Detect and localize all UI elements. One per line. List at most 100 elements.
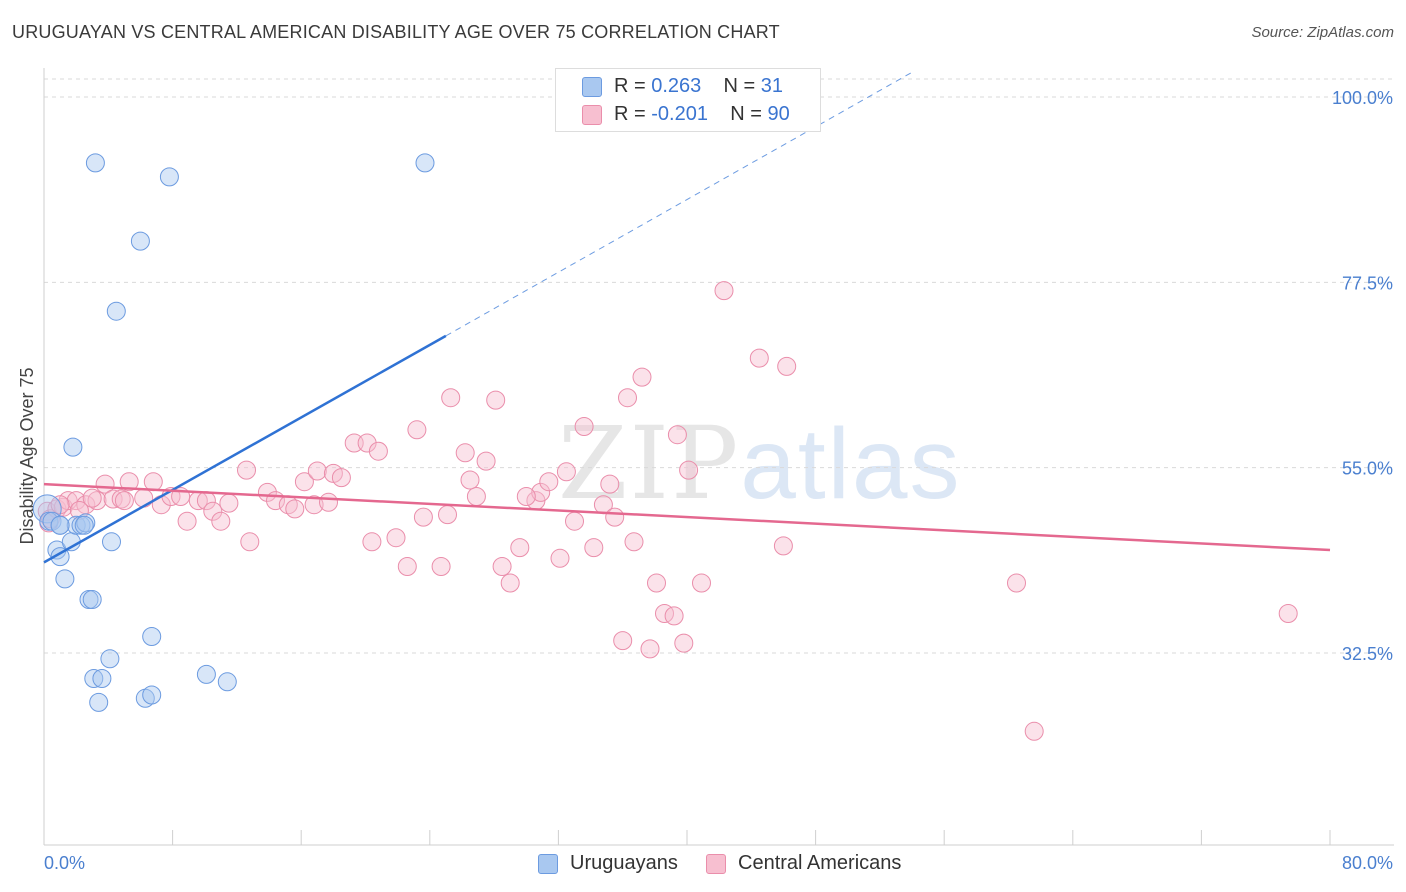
- chart-title: URUGUAYAN VS CENTRAL AMERICAN DISABILITY…: [12, 22, 780, 42]
- central-americans-point: [539, 472, 559, 492]
- central-americans-point: [219, 493, 239, 513]
- bottom-legend-label-uruguayans: Uruguayans: [570, 852, 678, 874]
- central-americans-point: [624, 532, 644, 552]
- central-americans-point: [455, 443, 475, 463]
- y-tick-label-3: 32.5%: [1342, 644, 1393, 664]
- uruguayans-point: [63, 437, 83, 457]
- central-americans-point: [1007, 573, 1026, 593]
- central-americans-point: [466, 487, 486, 506]
- central-americans-point: [119, 472, 139, 492]
- central-americans-point: [114, 491, 134, 511]
- central-americans-point: [441, 388, 461, 408]
- correlation-legend: R = 0.263 N = 31 R = -0.201 N = 90: [555, 68, 821, 132]
- central-americans-point: [211, 511, 231, 531]
- uruguayans-point: [89, 692, 109, 712]
- uruguayans-point: [84, 669, 104, 688]
- uruguayans-trend-extension: [445, 71, 913, 337]
- legend-swatch-central-americans: [582, 105, 602, 125]
- central-americans-point: [413, 507, 433, 527]
- uruguayans-point: [102, 532, 121, 552]
- uruguayans-point: [159, 167, 179, 187]
- central-americans-point: [111, 489, 131, 509]
- central-americans-point: [565, 511, 584, 531]
- central-americans-point: [307, 461, 327, 481]
- uruguayans-point: [82, 590, 102, 609]
- central-americans-point: [550, 548, 570, 568]
- central-americans-point: [674, 633, 694, 653]
- central-americans-point: [556, 462, 576, 482]
- watermark-zip: ZIP: [558, 405, 741, 522]
- central-americans-point: [773, 536, 793, 556]
- central-americans-point: [87, 491, 107, 511]
- central-americans-point: [438, 505, 457, 525]
- central-americans-point: [605, 507, 625, 527]
- uruguayans-point: [92, 669, 112, 688]
- legend-swatch-uruguayans: [582, 77, 602, 97]
- central-americans-point: [1278, 604, 1298, 623]
- central-americans-point: [667, 425, 687, 445]
- central-americans-point: [510, 538, 530, 558]
- central-americans-point: [304, 495, 324, 515]
- central-americans-point: [177, 511, 197, 531]
- uruguayans-point: [74, 515, 94, 535]
- central-americans-point: [777, 356, 797, 376]
- central-americans-point: [574, 417, 594, 436]
- watermark-atlas: atlas: [740, 408, 962, 520]
- central-americans-point: [240, 532, 260, 552]
- central-americans-point: [431, 557, 451, 576]
- source-credit: Source: ZipAtlas.com: [1251, 24, 1394, 41]
- central-americans-point: [613, 631, 633, 651]
- central-americans-point: [134, 488, 154, 508]
- zipatlas-watermark: ZIPatlas: [558, 405, 962, 522]
- central-americans-point: [640, 639, 660, 659]
- central-americans-point: [486, 390, 506, 410]
- central-americans-point: [344, 433, 364, 453]
- uruguayans-point: [55, 569, 75, 589]
- trend-lines: [43, 71, 1331, 564]
- y-tick-labels: 100.0% 77.5% 55.0% 32.5%: [1332, 88, 1393, 664]
- y-axis-label: Disability Age Over 75: [17, 367, 37, 544]
- bottom-legend-swatch-central-americans: [706, 854, 726, 874]
- central-americans-point: [632, 367, 652, 387]
- central-americans-point: [749, 348, 769, 368]
- central-americans-point: [692, 573, 711, 593]
- central-americans-point: [460, 470, 480, 490]
- uruguayans-point: [32, 494, 62, 524]
- central-americans-point: [203, 501, 223, 521]
- legend-text-uruguayans: R = 0.263 N = 31: [614, 75, 783, 98]
- legend-text-central-americans: R = -0.201 N = 90: [614, 103, 790, 126]
- central-americans-point: [357, 433, 377, 453]
- uruguayans-point: [100, 649, 120, 669]
- central-americans-point: [407, 420, 427, 440]
- central-americans-point: [1024, 721, 1044, 741]
- uruguayans-point: [130, 231, 150, 251]
- central-americans-point: [319, 492, 338, 512]
- legend-n-value: 31: [760, 75, 784, 97]
- y-tick-label-2: 55.0%: [1342, 459, 1393, 479]
- uruguayans-point: [217, 672, 237, 692]
- legend-r-value: -0.201: [651, 103, 708, 125]
- central-americans-point: [386, 528, 406, 548]
- bottom-legend-swatch-uruguayans: [538, 854, 558, 874]
- x-tick-label-min: 0.0%: [44, 853, 85, 873]
- central-americans-point: [531, 482, 551, 502]
- y-tick-label-0: 100.0%: [1332, 88, 1393, 108]
- central-americans-point: [584, 538, 604, 558]
- central-americans-point: [237, 460, 256, 480]
- uruguayans-point: [142, 685, 162, 705]
- central-americans-point: [664, 606, 684, 626]
- uruguayans-trend-line: [43, 334, 447, 564]
- uruguayans-point: [142, 627, 162, 646]
- central-americans-point: [647, 573, 666, 593]
- central-americans-point: [368, 441, 388, 461]
- uruguayans-point: [85, 153, 105, 173]
- central-americans-trend-line: [43, 482, 1331, 552]
- y-tick-label-1: 77.5%: [1342, 273, 1393, 293]
- central-americans-point: [294, 472, 314, 492]
- central-americans-point: [362, 532, 382, 552]
- legend-r-value: 0.263: [651, 75, 702, 97]
- bottom-legend-label-central-americans: Central Americans: [738, 852, 902, 874]
- central-americans-point: [679, 460, 699, 480]
- uruguayans-point: [196, 664, 216, 684]
